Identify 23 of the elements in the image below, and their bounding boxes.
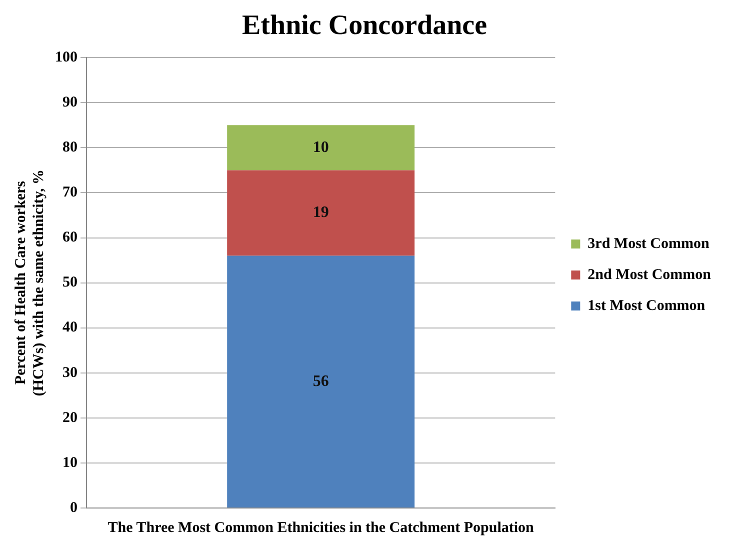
y-tick-label: 90 <box>62 94 78 111</box>
legend-label: 2nd Most Common <box>588 266 712 283</box>
y-tick-label: 100 <box>55 49 78 66</box>
y-tick-label: 50 <box>62 274 78 291</box>
y-tick-label: 60 <box>62 230 78 246</box>
data-label: 56 <box>312 372 329 390</box>
bar <box>227 256 415 508</box>
y-tick-label: 20 <box>62 410 78 426</box>
y-tick-label: 40 <box>62 320 78 336</box>
y-tick-label: 10 <box>62 454 78 471</box>
y-tick-label: 0 <box>70 500 78 516</box>
data-label: 10 <box>312 138 329 156</box>
bar <box>227 170 415 256</box>
y-tick-label: 70 <box>62 184 78 201</box>
legend-label: 1st Most Common <box>588 298 706 314</box>
y-tick-label: 30 <box>62 364 78 381</box>
x-tick-label: The Three Most Common Ethnicities in the Catchment Population <box>108 520 535 536</box>
legend-label: 3rd Most Common <box>588 236 710 252</box>
y-axis-title: Percent of Health Care workers (HCWs) with the same ethnicity, % <box>12 169 47 396</box>
bar <box>227 125 415 170</box>
chart-title: Ethnic Concordance <box>242 10 487 42</box>
data-label: 19 <box>312 204 329 222</box>
y-tick-label: 80 <box>62 140 78 156</box>
